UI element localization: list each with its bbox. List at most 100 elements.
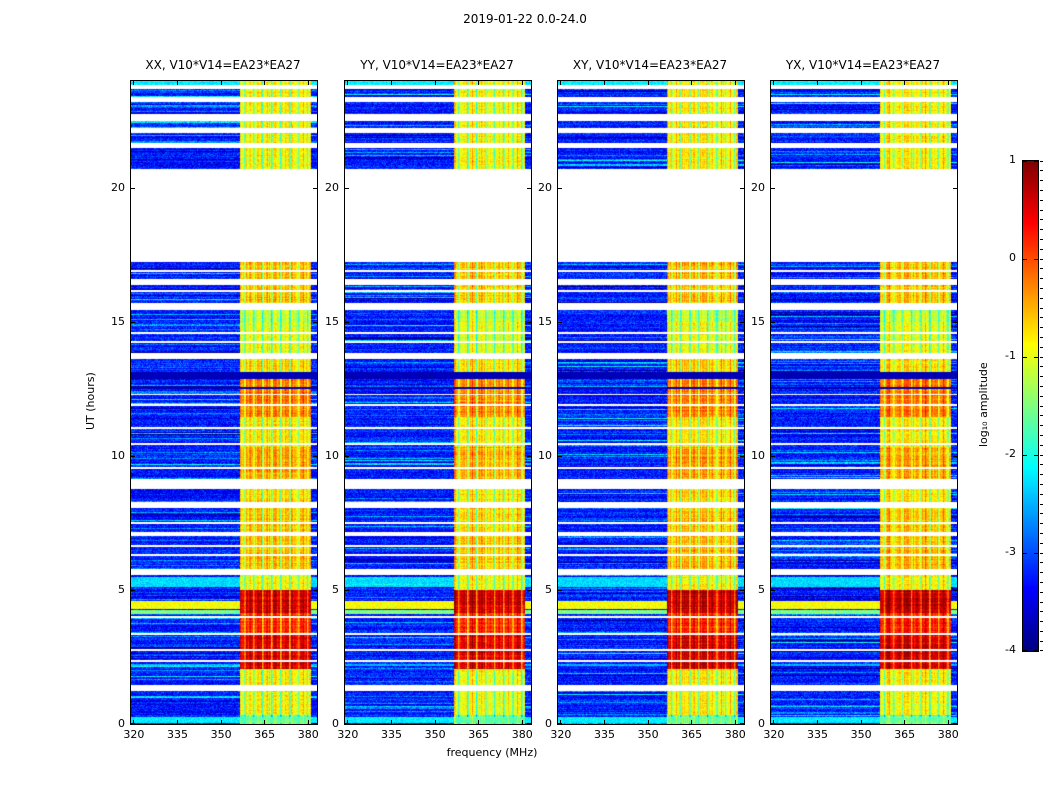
y-tick-label: 5 [758, 583, 765, 597]
colorbar-minor-tick [1040, 229, 1043, 231]
panel-title-0: XX, V10*V14=EA23*EA27 [145, 58, 301, 72]
x-axis-label: frequency (MHz) [446, 746, 538, 759]
y-tick [345, 187, 349, 189]
colorbar-minor-tick [1040, 297, 1043, 299]
colorbar-minor-tick [1040, 513, 1043, 515]
x-tick [817, 81, 818, 85]
x-tick [734, 720, 736, 724]
y-tick [345, 723, 349, 724]
y-tick [313, 723, 317, 724]
x-tick-label: 320 [123, 728, 145, 741]
x-tick [478, 81, 480, 85]
colorbar-minor-tick [1040, 444, 1043, 446]
spectrogram-canvas-0 [131, 81, 317, 724]
colorbar-minor-tick [1040, 621, 1043, 623]
x-tick [560, 720, 562, 724]
colorbar-minor-tick [1040, 219, 1043, 221]
colorbar-tick-label: -3 [1005, 545, 1016, 558]
y-tick-label: 0 [545, 717, 552, 730]
x-tick [773, 81, 775, 85]
y-tick-label: 20 [111, 181, 125, 195]
x-tick-label: 365 [894, 728, 916, 741]
colorbar-tick [1034, 258, 1038, 260]
spectrogram-panel-3: 320 335 350 365 380 0 5 10 15 20 [751, 80, 959, 741]
colorbar-minor-tick [1040, 366, 1043, 368]
y-tick-label: 5 [332, 583, 339, 597]
colorbar-minor-tick [1040, 572, 1043, 574]
x-tick [133, 720, 135, 724]
x-tick [177, 81, 178, 85]
colorbar-minor-tick [1040, 385, 1043, 387]
colorbar-tick-label: -2 [1005, 447, 1016, 460]
y-tick-label: 10 [538, 449, 552, 463]
x-tick-label: 320 [550, 728, 572, 741]
colorbar-minor-tick [1040, 209, 1043, 211]
x-tick [521, 720, 523, 724]
y-tick-label: 15 [538, 315, 552, 329]
colorbar-minor-tick [1040, 415, 1043, 417]
x-tick [647, 720, 649, 724]
y-tick-label: 20 [751, 181, 765, 195]
y-tick [313, 321, 317, 323]
y-tick-label: 15 [111, 315, 125, 329]
x-tick-label: 350 [424, 728, 446, 741]
x-tick [264, 720, 266, 724]
colorbar-tick-label: 0 [1009, 251, 1016, 264]
colorbar-minor-tick [1040, 581, 1043, 583]
x-tick [947, 81, 949, 85]
colorbar-tick [1023, 161, 1027, 162]
colorbar-minor-tick [1040, 434, 1043, 436]
y-tick [131, 187, 135, 189]
y-tick [131, 321, 135, 323]
colorbar-tick [1034, 161, 1038, 162]
spectrogram-canvas-2 [558, 81, 744, 724]
y-tick [345, 455, 349, 457]
colorbar-minor-tick [1040, 336, 1043, 338]
spectrogram-canvas-1 [345, 81, 531, 724]
colorbar-minor-tick [1040, 532, 1043, 534]
x-tick [434, 720, 436, 724]
y-tick-label: 5 [545, 583, 552, 597]
x-tick-label: 380 [297, 728, 319, 741]
colorbar-minor-tick [1040, 307, 1043, 309]
y-tick [771, 455, 775, 457]
colorbar-minor-tick [1040, 180, 1043, 182]
y-tick [740, 187, 744, 189]
x-tick-label: 365 [254, 728, 276, 741]
colorbar-minor-tick [1040, 287, 1043, 289]
colorbar-minor-tick [1040, 523, 1043, 525]
colorbar-tick [1034, 650, 1038, 651]
colorbar-minor-tick [1040, 611, 1043, 613]
y-tick [953, 723, 957, 724]
x-tick-label: 320 [763, 728, 785, 741]
x-tick-label: 335 [807, 728, 828, 741]
colorbar-minor-tick [1040, 268, 1043, 270]
y-tick [527, 455, 531, 457]
y-tick [953, 187, 957, 189]
x-tick [647, 81, 649, 85]
colorbar-label: log₁₀ amplitude [977, 362, 990, 448]
x-tick [860, 720, 862, 724]
x-tick [307, 720, 309, 724]
spectrogram-panel-0: 320 335 350 365 380 0 5 10 15 20 [111, 80, 319, 741]
colorbar-tick-label: 1 [1009, 153, 1016, 166]
y-tick [953, 321, 957, 323]
x-tick [391, 720, 392, 724]
x-tick [347, 81, 349, 85]
colorbar-tick [1023, 454, 1027, 456]
x-tick-label: 380 [511, 728, 533, 741]
colorbar-minor-tick [1040, 376, 1043, 378]
x-tick [347, 720, 349, 724]
y-tick [131, 455, 135, 457]
y-tick-label: 15 [325, 315, 339, 329]
x-tick [691, 720, 693, 724]
x-tick-label: 350 [210, 728, 232, 741]
y-tick [558, 321, 562, 323]
figure-title: 2019-01-22 0.0-24.0 [463, 12, 587, 26]
colorbar-minor-tick [1040, 493, 1043, 495]
y-tick [313, 589, 317, 591]
colorbar-minor-tick [1040, 278, 1043, 280]
x-tick [521, 81, 523, 85]
colorbar-minor-tick [1040, 562, 1043, 564]
